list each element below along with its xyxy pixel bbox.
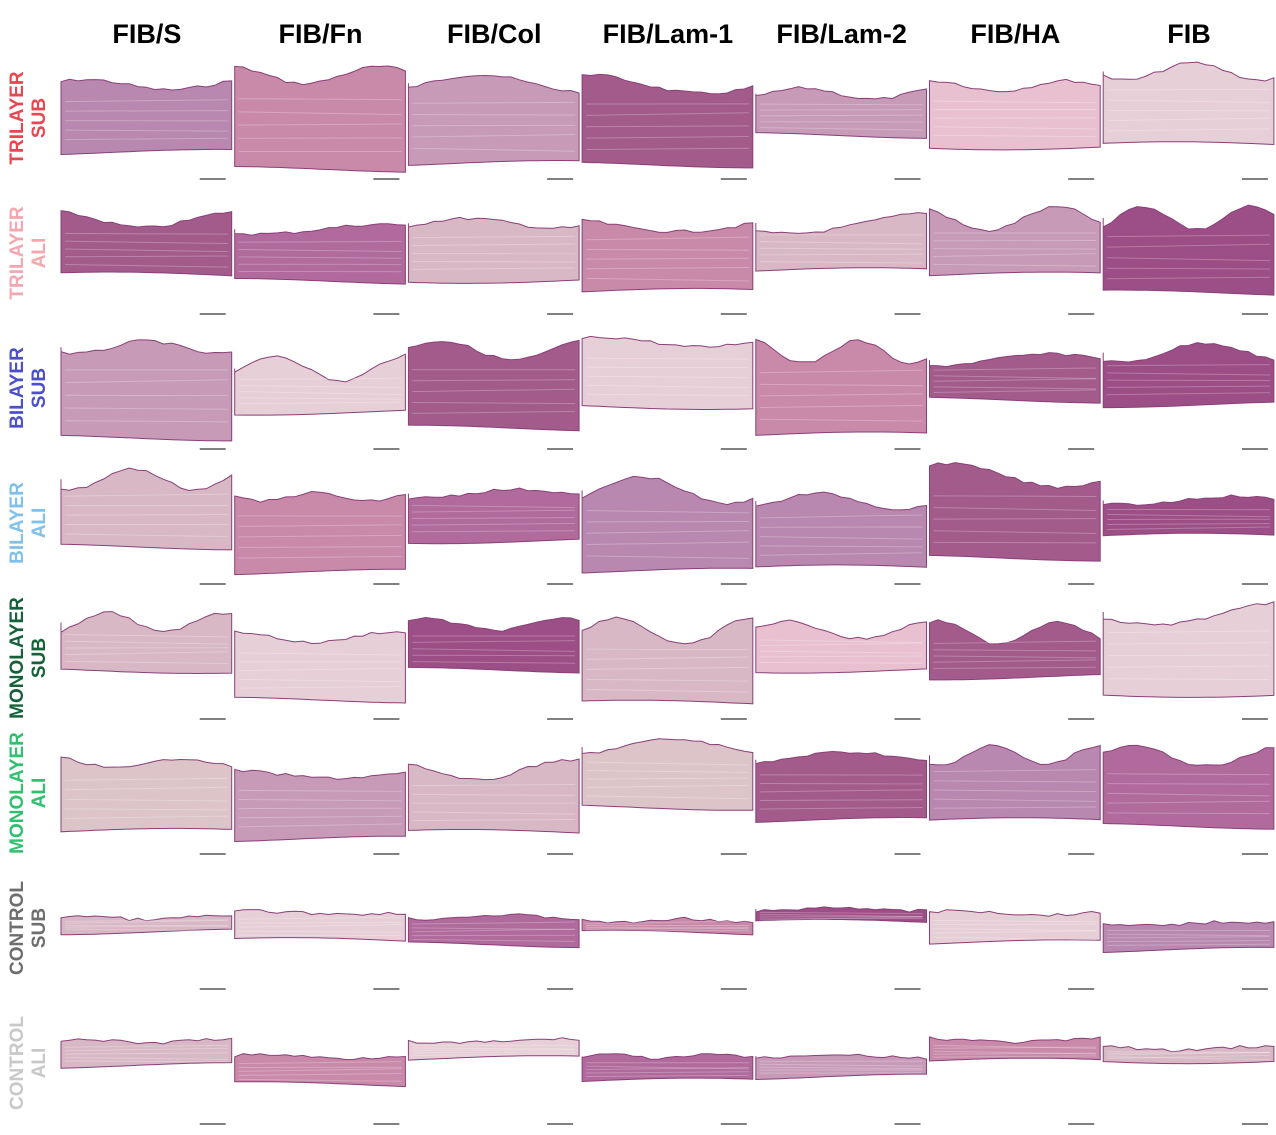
tissue-section — [408, 759, 579, 833]
row-label: TRILAYERSUB — [7, 71, 50, 165]
tissue-section — [582, 917, 753, 935]
row-label-line2: SUB — [29, 908, 50, 948]
row-label-line1: TRILAYER — [7, 71, 28, 165]
tissue-fiber — [934, 496, 1097, 497]
row-label-line1: CONTROL — [7, 881, 28, 975]
row-label: MONOLAYERSUB — [7, 597, 50, 719]
tissue-fiber — [760, 104, 923, 105]
tissue-section — [61, 468, 232, 550]
tissue-fiber — [239, 242, 402, 243]
tissue-section — [930, 79, 1101, 149]
tissue-fiber — [412, 1052, 575, 1053]
tissue-section — [235, 769, 406, 841]
column-header: FIB/S — [112, 19, 181, 49]
tissue-section — [1103, 62, 1274, 144]
tissue-fiber — [412, 1050, 575, 1051]
tissue-section — [756, 620, 927, 673]
column-header: FIB — [1167, 19, 1211, 49]
row-label-line1: CONTROL — [7, 1016, 28, 1110]
tissue-fiber — [1107, 813, 1270, 814]
row-label-line1: MONOLAYER — [7, 732, 28, 854]
row-label-line2: SUB — [29, 368, 50, 408]
tissue-section — [1103, 602, 1274, 698]
row-label-line2: SUB — [29, 98, 50, 138]
tissue-section — [408, 488, 579, 544]
row-label: BILAYERALI — [7, 482, 50, 564]
tissue-section — [582, 74, 753, 167]
column-header: FIB/Fn — [279, 19, 363, 49]
tissue-section — [1103, 205, 1274, 295]
row-label-line2: ALI — [29, 238, 50, 269]
tissue-section — [408, 618, 579, 674]
tissue-section — [756, 87, 927, 139]
tissue-section — [235, 66, 406, 172]
tissue-section — [408, 217, 579, 283]
tissue-section — [235, 354, 406, 415]
column-header: FIB/Lam-1 — [603, 19, 734, 49]
tissue-section — [582, 336, 753, 409]
tissue-section — [235, 492, 406, 575]
row-label: BILAYERSUB — [7, 347, 50, 429]
tissue-fiber — [65, 256, 228, 257]
column-header: FIB/Col — [447, 19, 542, 49]
tissue-section — [61, 340, 232, 441]
tissue-fiber — [1107, 784, 1270, 785]
tissue-fiber — [65, 515, 228, 516]
row-label-line1: BILAYER — [7, 347, 28, 429]
tissue-section — [408, 76, 579, 166]
row-label-line2: ALI — [29, 1048, 50, 1079]
tissue-section — [756, 492, 927, 567]
row-label: MONOLAYERALI — [7, 732, 50, 854]
column-header: FIB/HA — [970, 19, 1060, 49]
tissue-section — [582, 739, 753, 811]
tissue-section — [756, 752, 927, 823]
figure: FIB/S FIB/Fn FIB/Col FIB/Lam-1 FIB/Lam-2 FIB/… — [0, 0, 1276, 1135]
tissue-section — [930, 745, 1101, 820]
tissue-section — [1103, 745, 1274, 829]
tissue-section — [408, 340, 579, 430]
row-label-line2: SUB — [29, 638, 50, 678]
column-header: FIB/Lam-2 — [776, 19, 907, 49]
tissue-fiber — [1107, 1052, 1270, 1053]
tissue-section — [61, 79, 232, 154]
tissue-section — [235, 224, 406, 284]
row-label-line1: MONOLAYER — [7, 597, 28, 719]
row-label-line2: ALI — [29, 508, 50, 539]
tissue-fiber — [239, 923, 402, 924]
tissue-section — [61, 757, 232, 832]
row-label-line1: BILAYER — [7, 482, 28, 564]
tissue-section — [930, 463, 1101, 561]
row-label-line2: ALI — [29, 778, 50, 809]
tissue-fiber — [412, 655, 575, 656]
tissue-section — [235, 631, 406, 703]
row-label-line1: TRILAYER — [7, 206, 28, 300]
tissue-fiber — [412, 115, 575, 116]
